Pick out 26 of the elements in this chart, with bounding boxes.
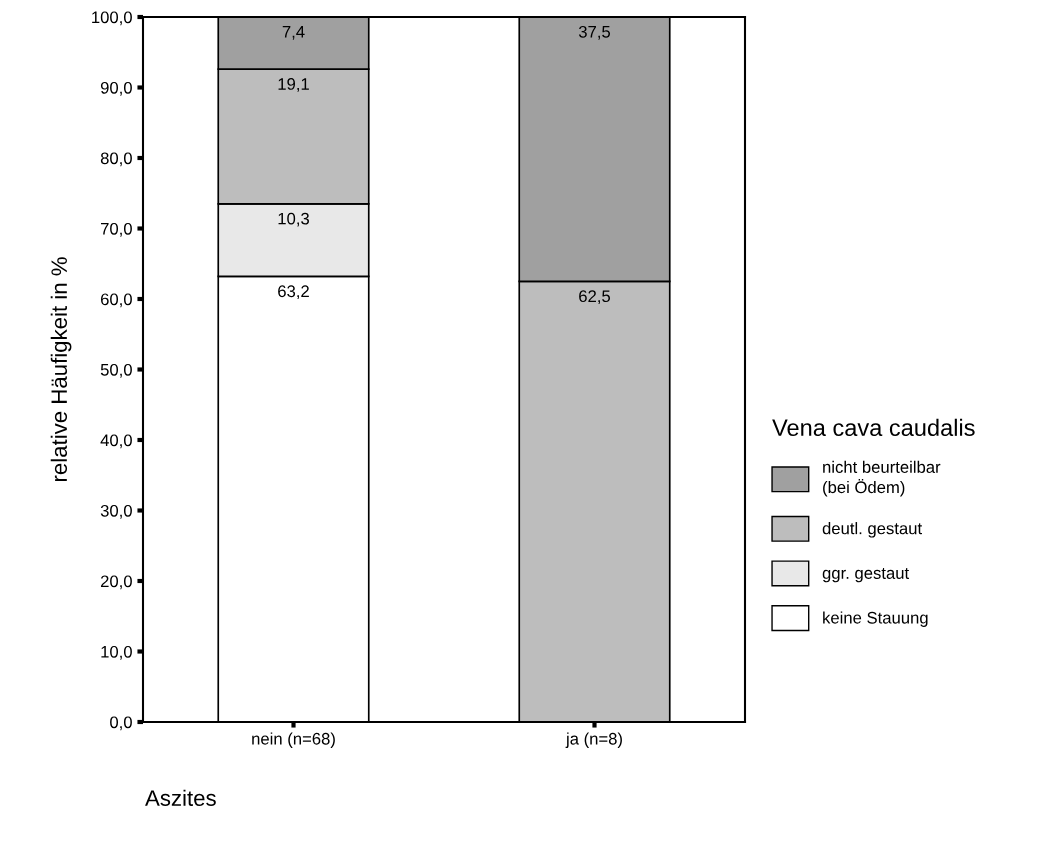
data-label: 10,3 xyxy=(278,212,309,227)
data-label: 7,4 xyxy=(282,26,305,40)
x-axis-title: Aszites xyxy=(145,789,216,806)
data-label: 63,2 xyxy=(278,285,309,300)
legend-label: deutl. gestaut xyxy=(822,522,922,538)
y-tick-label: 50,0 xyxy=(100,363,132,378)
legend-label: ggr. gestaut xyxy=(822,568,910,583)
y-tick-label: 30,0 xyxy=(100,504,132,519)
legend-title: Vena cava caudalis xyxy=(772,418,975,437)
y-tick-label: 20,0 xyxy=(100,575,132,590)
data-label: 19,1 xyxy=(278,78,309,92)
y-tick-label: 70,0 xyxy=(101,222,132,237)
legend-label: keine Stauung xyxy=(823,611,928,627)
y-tick-label: 0,0 xyxy=(110,716,132,731)
data-label: 62,5 xyxy=(579,290,611,305)
y-tick-label: 80,0 xyxy=(100,152,132,167)
x-tick-label: ja (n=8) xyxy=(565,732,622,748)
data-label: 37,5 xyxy=(578,25,611,40)
x-tick-label: nein (n=68) xyxy=(252,732,335,748)
y-tick-label: 90,0 xyxy=(100,81,132,96)
y-tick-label: 60,0 xyxy=(100,293,132,308)
y-tick-label: 40,0 xyxy=(100,434,132,449)
y-tick-label: 10,0 xyxy=(101,645,132,660)
y-axis-title: relative Häufigkeit in % xyxy=(50,257,72,482)
legend-label: nicht beurteilbar (bei Ödem) xyxy=(823,460,941,497)
y-tick-label: 100,0 xyxy=(92,11,132,26)
